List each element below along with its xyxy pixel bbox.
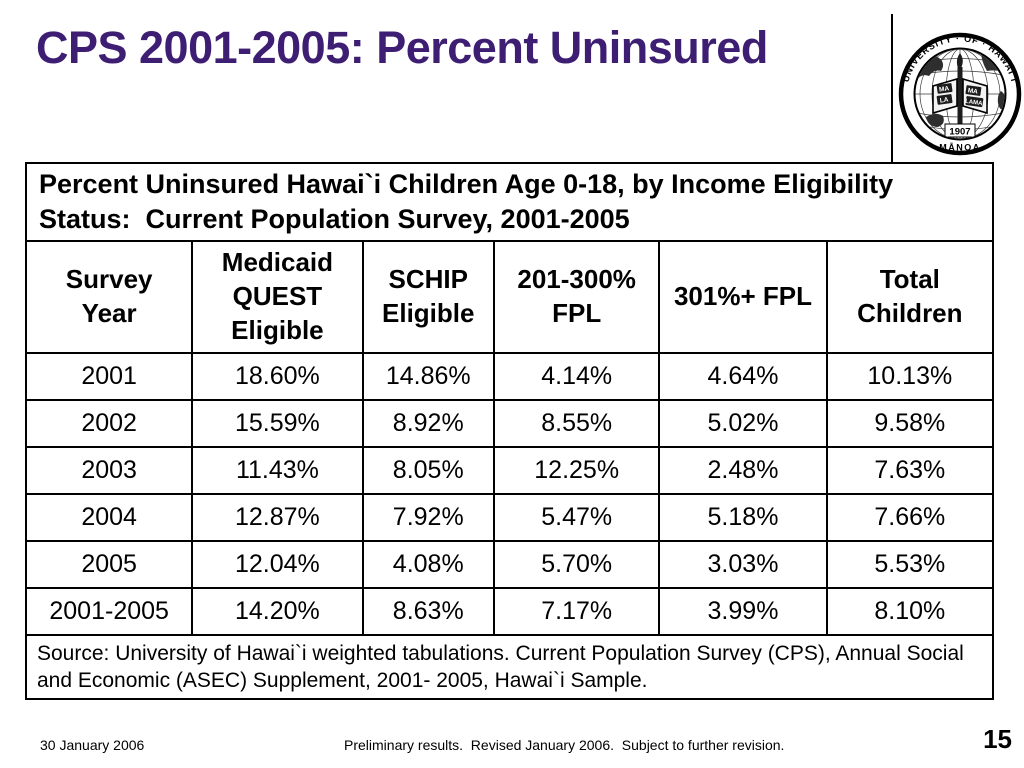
table-cell: 9.58% — [825, 399, 995, 448]
table-cell: 5.53% — [825, 540, 995, 589]
table-cell: 7.17% — [492, 587, 661, 636]
title-divider-line — [891, 14, 893, 176]
table-cell: 2005 — [24, 540, 194, 589]
table-row: 2004 12.87% 7.92% 5.47% 5.18% 7.66% — [24, 493, 995, 542]
table-container: Percent Uninsured Hawai`i Children Age 0… — [24, 162, 995, 700]
seal-book-icon: MA LA MA LAMA — [932, 77, 988, 115]
table-source-row: Source: University of Hawai`i weighted t… — [25, 634, 994, 700]
table-body: Percent Uninsured Hawai`i Children Age 0… — [24, 162, 995, 700]
table-cell: 4.14% — [492, 352, 661, 401]
table-cell: 8.05% — [361, 446, 495, 495]
column-header: 201-300% FPL — [492, 240, 661, 354]
table-cell: 5.47% — [492, 493, 661, 542]
data-table: Percent Uninsured Hawai`i Children Age 0… — [24, 162, 995, 700]
table-header-row: Survey Year Medicaid QUEST Eligible SCHIP … — [24, 240, 995, 354]
table-cell: 2003 — [24, 446, 194, 495]
footer-note: Preliminary results. Revised January 200… — [344, 737, 785, 753]
table-source-note: Source: University of Hawai`i weighted t… — [25, 634, 994, 700]
table-row: 2001-2005 14.20% 8.63% 7.17% 3.99% 8.10% — [24, 587, 995, 636]
table-cell: 7.66% — [825, 493, 995, 542]
table-cell: 12.04% — [191, 540, 364, 589]
table-cell: 5.70% — [492, 540, 661, 589]
svg-text:LAMA: LAMA — [965, 99, 984, 107]
table-caption: Percent Uninsured Hawai`i Children Age 0… — [25, 162, 994, 242]
table-cell: 15.59% — [191, 399, 364, 448]
table-cell: 8.10% — [825, 587, 995, 636]
svg-text:LA: LA — [939, 96, 949, 104]
column-header: Total Children — [825, 240, 995, 354]
table-cell: 8.55% — [492, 399, 661, 448]
table-cell: 8.92% — [361, 399, 495, 448]
table-cell: 8.63% — [361, 587, 495, 636]
table-cell: 18.60% — [191, 352, 364, 401]
table-cell: 10.13% — [825, 352, 995, 401]
slide-title: CPS 2001-2005: Percent Uninsured — [36, 22, 768, 73]
svg-text:1907: 1907 — [949, 127, 970, 138]
column-header: SCHIP Eligible — [361, 240, 495, 354]
table-row: 2002 15.59% 8.92% 8.55% 5.02% 9.58% — [24, 399, 995, 448]
table-row: 2003 11.43% 8.05% 12.25% 2.48% 7.63% — [24, 446, 995, 495]
table-cell: 2001 — [24, 352, 194, 401]
table-cell: 12.87% — [191, 493, 364, 542]
table-cell: 7.92% — [361, 493, 495, 542]
table-cell: 12.25% — [492, 446, 661, 495]
table-cell: 2002 — [24, 399, 194, 448]
university-of-hawaii-seal-icon: UNIVERSITY · OF · HAWAI`I — [898, 32, 1022, 156]
seal-ring-text-bottom: MĀNOA — [939, 143, 981, 153]
table-row: 2005 12.04% 4.08% 5.70% 3.03% 5.53% — [24, 540, 995, 589]
seal-torch-icon — [956, 53, 963, 127]
table-cell: 2.48% — [658, 446, 828, 495]
table-cell: 3.03% — [658, 540, 828, 589]
table-cell: 14.86% — [361, 352, 495, 401]
svg-text:MA: MA — [939, 85, 950, 93]
table-cell: 5.02% — [658, 399, 828, 448]
table-cell: 14.20% — [191, 587, 364, 636]
table-cell: 2001-2005 — [24, 587, 194, 636]
column-header: 301%+ FPL — [658, 240, 828, 354]
column-header: Medicaid QUEST Eligible — [191, 240, 364, 354]
table-cell: 7.63% — [825, 446, 995, 495]
svg-text:MA: MA — [967, 87, 978, 95]
table-cell: 4.64% — [658, 352, 828, 401]
table-cell: 5.18% — [658, 493, 828, 542]
table-cell: 3.99% — [658, 587, 828, 636]
table-cell: 11.43% — [191, 446, 364, 495]
table-caption-row: Percent Uninsured Hawai`i Children Age 0… — [25, 162, 994, 242]
table-cell: 2004 — [24, 493, 194, 542]
table-cell: 4.08% — [361, 540, 495, 589]
footer-date: 30 January 2006 — [40, 737, 145, 753]
column-header: Survey Year — [24, 240, 194, 354]
page-number: 15 — [983, 724, 1012, 754]
seal-year-plate: 1907 — [944, 123, 976, 138]
table-row: 2001 18.60% 14.86% 4.14% 4.64% 10.13% — [24, 352, 995, 401]
